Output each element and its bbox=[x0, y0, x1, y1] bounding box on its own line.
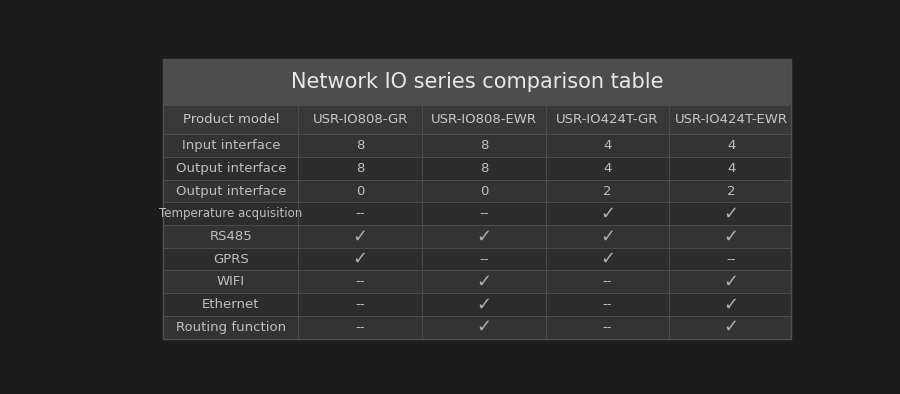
Text: 8: 8 bbox=[356, 139, 365, 152]
Text: 2: 2 bbox=[603, 184, 612, 197]
Text: 2: 2 bbox=[727, 184, 735, 197]
Text: ✓: ✓ bbox=[476, 318, 491, 336]
FancyBboxPatch shape bbox=[164, 293, 791, 316]
Text: ✓: ✓ bbox=[476, 273, 491, 291]
Text: ✓: ✓ bbox=[724, 273, 739, 291]
Text: Output interface: Output interface bbox=[176, 184, 286, 197]
Text: ✓: ✓ bbox=[476, 296, 491, 314]
Text: 4: 4 bbox=[727, 162, 735, 175]
Text: 8: 8 bbox=[356, 162, 365, 175]
FancyBboxPatch shape bbox=[164, 316, 791, 338]
Text: Routing function: Routing function bbox=[176, 321, 286, 334]
Text: ✓: ✓ bbox=[724, 318, 739, 336]
Text: ✓: ✓ bbox=[600, 227, 615, 245]
FancyBboxPatch shape bbox=[164, 59, 791, 105]
Text: 0: 0 bbox=[356, 184, 365, 197]
Text: --: -- bbox=[479, 253, 489, 266]
Text: --: -- bbox=[356, 298, 365, 311]
Text: ✓: ✓ bbox=[724, 296, 739, 314]
Text: --: -- bbox=[356, 207, 365, 220]
Text: 4: 4 bbox=[603, 162, 612, 175]
FancyBboxPatch shape bbox=[164, 225, 791, 248]
Text: --: -- bbox=[603, 298, 612, 311]
Text: 0: 0 bbox=[480, 184, 488, 197]
Text: GPRS: GPRS bbox=[213, 253, 248, 266]
FancyBboxPatch shape bbox=[164, 157, 791, 180]
Text: --: -- bbox=[603, 275, 612, 288]
Text: USR-IO424T-EWR: USR-IO424T-EWR bbox=[675, 113, 788, 126]
Text: Temperature acquisition: Temperature acquisition bbox=[159, 207, 302, 220]
Text: --: -- bbox=[726, 253, 736, 266]
Text: Network IO series comparison table: Network IO series comparison table bbox=[291, 72, 663, 92]
FancyBboxPatch shape bbox=[164, 203, 791, 225]
Text: --: -- bbox=[356, 321, 365, 334]
Text: ✓: ✓ bbox=[724, 205, 739, 223]
Text: --: -- bbox=[356, 275, 365, 288]
Text: ✓: ✓ bbox=[353, 227, 368, 245]
FancyBboxPatch shape bbox=[164, 105, 791, 134]
Text: USR-IO808-GR: USR-IO808-GR bbox=[312, 113, 408, 126]
Text: ✓: ✓ bbox=[353, 250, 368, 268]
Text: ✓: ✓ bbox=[600, 250, 615, 268]
Text: Input interface: Input interface bbox=[182, 139, 280, 152]
Text: 8: 8 bbox=[480, 162, 488, 175]
FancyBboxPatch shape bbox=[164, 248, 791, 270]
Text: 4: 4 bbox=[727, 139, 735, 152]
FancyBboxPatch shape bbox=[164, 270, 791, 293]
Text: --: -- bbox=[479, 207, 489, 220]
FancyBboxPatch shape bbox=[164, 134, 791, 157]
Text: ✓: ✓ bbox=[600, 205, 615, 223]
Text: 8: 8 bbox=[480, 139, 488, 152]
Text: 4: 4 bbox=[603, 139, 612, 152]
FancyBboxPatch shape bbox=[164, 180, 791, 203]
Text: RS485: RS485 bbox=[210, 230, 252, 243]
Text: Ethernet: Ethernet bbox=[202, 298, 260, 311]
Text: ✓: ✓ bbox=[476, 227, 491, 245]
Text: ✓: ✓ bbox=[724, 227, 739, 245]
FancyBboxPatch shape bbox=[164, 59, 791, 338]
Text: USR-IO424T-GR: USR-IO424T-GR bbox=[556, 113, 659, 126]
Text: --: -- bbox=[603, 321, 612, 334]
Text: USR-IO808-EWR: USR-IO808-EWR bbox=[431, 113, 537, 126]
Text: Output interface: Output interface bbox=[176, 162, 286, 175]
Text: Product model: Product model bbox=[183, 113, 279, 126]
Text: WIFI: WIFI bbox=[217, 275, 245, 288]
